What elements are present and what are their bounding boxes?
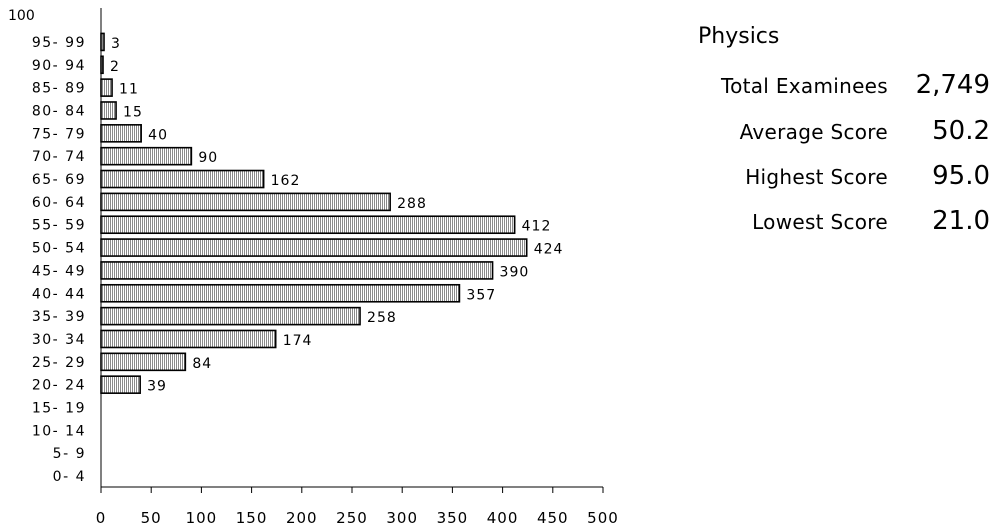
stat-value: 95.0 (932, 161, 990, 191)
stat-row-average-score: Average Score 50.2 (660, 116, 994, 148)
subject-title: Physics (698, 24, 780, 49)
data-label: 90 (198, 150, 218, 166)
bar (100, 352, 187, 372)
data-label: 390 (500, 264, 530, 280)
y-tick-label: 15- 19 (32, 401, 86, 417)
data-label: 84 (192, 356, 212, 372)
stat-label: Average Score (739, 120, 888, 144)
stat-value: 50.2 (932, 116, 990, 146)
y-tick-label: 35- 39 (32, 309, 86, 325)
x-tick-label: 250 (336, 509, 368, 527)
y-tick-label: 85- 89 (32, 81, 86, 97)
stat-label: Lowest Score (752, 210, 888, 234)
bar (100, 375, 141, 394)
y-tick-label: 90- 94 (32, 58, 86, 74)
labels-layer: 100 95- 99 3 90- 94 2 85- 89 11 80- 84 15 75- 79 4… (8, 8, 564, 485)
y-tick-label: 45- 49 (32, 263, 86, 279)
y-tick-label: 65- 69 (32, 172, 86, 188)
y-tick-label: 60- 64 (32, 195, 86, 211)
y-top-label: 100 (8, 8, 35, 24)
y-tick-label: 20- 24 (32, 378, 86, 394)
y-tick-label: 50- 54 (32, 241, 86, 257)
bar (100, 283, 461, 303)
x-tick-label: 50 (141, 509, 162, 527)
data-label: 2 (110, 59, 120, 75)
stat-label: Highest Score (745, 165, 888, 189)
y-tick-label: 5- 9 (53, 446, 86, 462)
y-tick-label: 80- 84 (32, 103, 86, 119)
data-label: 288 (397, 196, 427, 212)
y-tick-label: 30- 34 (32, 332, 86, 348)
data-label: 412 (522, 219, 552, 235)
x-tick-label: 400 (487, 509, 519, 527)
stat-label: Total Examinees (720, 74, 888, 98)
stat-row-lowest-score: Lowest Score 21.0 (660, 206, 994, 238)
y-tick-label: 25- 29 (32, 355, 86, 371)
y-tick-label: 10- 14 (32, 423, 86, 439)
data-label: 357 (466, 287, 496, 303)
y-tick-label: 95- 99 (32, 35, 86, 51)
bar (100, 261, 494, 280)
bar (100, 215, 516, 235)
stat-value: 2,749 (915, 70, 990, 100)
data-label: 15 (123, 104, 143, 120)
bar (100, 146, 193, 166)
y-tick-label: 55- 59 (32, 218, 86, 234)
bar (100, 101, 117, 120)
x-tick-label: 150 (236, 509, 268, 527)
x-tick-label: 0 (96, 509, 107, 527)
bar (100, 169, 265, 189)
bar (100, 306, 361, 326)
y-tick-label: 40- 44 (32, 286, 86, 302)
x-tick-label: 200 (286, 509, 318, 527)
data-label: 162 (271, 173, 301, 189)
axes-layer: 0 50 100 150 200 250 300 350 400 450 500 (96, 8, 619, 527)
y-tick-label: 0- 4 (53, 469, 86, 485)
x-tick-label: 300 (386, 509, 418, 527)
bar (100, 238, 528, 257)
data-label: 258 (367, 310, 397, 326)
data-label: 11 (119, 82, 139, 98)
bar (100, 124, 142, 143)
x-tick-label: 500 (587, 509, 619, 527)
x-tick-label: 350 (437, 509, 469, 527)
bar (100, 78, 113, 97)
stat-row-highest-score: Highest Score 95.0 (660, 161, 994, 193)
data-label: 424 (534, 242, 564, 258)
x-tick-label: 450 (537, 509, 569, 527)
data-label: 174 (283, 333, 313, 349)
y-tick-label: 75- 79 (32, 126, 86, 142)
x-tick-label: 100 (186, 509, 218, 527)
y-tick-label: 70- 74 (32, 149, 86, 165)
stat-row-total-examinees: Total Examinees 2,749 (660, 70, 994, 102)
data-label: 3 (111, 36, 121, 52)
score-distribution-chart: 100 95- 99 3 90- 94 2 85- 89 11 80- 84 15 75- 79 4… (8, 8, 619, 527)
bar (100, 192, 391, 212)
data-label: 39 (147, 379, 167, 395)
stats-panel: Physics Total Examinees 2,749 Average Sc… (660, 20, 994, 250)
stat-value: 21.0 (932, 206, 990, 236)
bars-layer (100, 32, 528, 394)
data-label: 40 (148, 127, 168, 143)
bar (100, 329, 277, 349)
